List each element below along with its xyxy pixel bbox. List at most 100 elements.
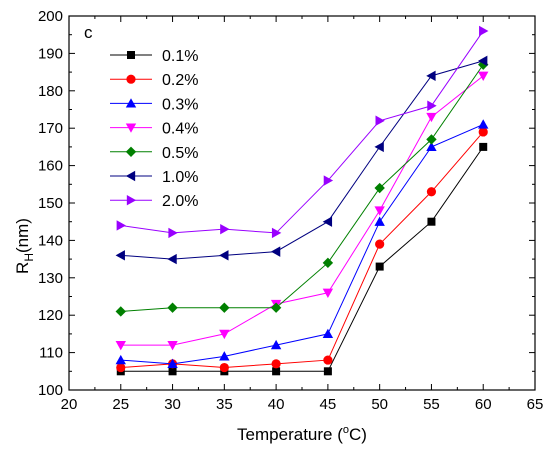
series-line xyxy=(120,131,484,369)
data-point xyxy=(270,246,281,257)
x-tick-label: 55 xyxy=(423,396,440,413)
series-line xyxy=(120,146,484,372)
data-point xyxy=(270,302,282,313)
data-point xyxy=(374,216,385,226)
legend-marker xyxy=(125,170,136,182)
legend-label: 2.0% xyxy=(162,193,198,210)
y-axis-title: RH(nm) xyxy=(13,218,36,274)
data-point xyxy=(323,355,333,365)
data-point xyxy=(219,329,230,340)
data-point xyxy=(322,288,334,298)
series-line xyxy=(120,75,484,346)
data-point xyxy=(270,339,282,350)
y-tick-label: 100 xyxy=(38,382,63,399)
y-tick-label: 170 xyxy=(38,120,63,137)
data-point xyxy=(479,142,488,151)
data-point xyxy=(478,119,489,129)
legend: 0.1% 0.2% 0.3% 0.4% 0.5% 1.0% 2.0% xyxy=(110,48,198,210)
data-point xyxy=(219,250,229,261)
x-tick-label: 20 xyxy=(61,396,78,413)
y-tick-label: 190 xyxy=(38,45,63,62)
series-1.0% xyxy=(115,55,488,265)
data-point xyxy=(115,306,126,317)
x-tick-label: 45 xyxy=(320,396,337,413)
data-point xyxy=(272,367,281,376)
data-point xyxy=(479,25,489,37)
series-layer xyxy=(115,25,489,376)
legend-entry: 0.1% xyxy=(110,48,198,65)
data-point xyxy=(426,70,436,82)
series-line xyxy=(120,30,484,234)
series-line xyxy=(120,124,484,365)
data-point xyxy=(426,187,437,197)
data-point xyxy=(115,250,125,261)
data-point xyxy=(115,340,126,351)
data-point xyxy=(116,220,126,231)
x-axis-title-text: Temperature ( xyxy=(237,425,343,444)
y-axis-title-sub: H xyxy=(22,253,36,262)
data-point xyxy=(219,362,229,373)
series-line xyxy=(120,60,484,260)
panel-label: c xyxy=(84,23,93,42)
data-point xyxy=(219,351,230,361)
x-tick-label: 50 xyxy=(371,396,388,413)
y-tick-label: 140 xyxy=(38,232,63,249)
legend-label: 0.1% xyxy=(162,48,198,65)
x-tick-label: 40 xyxy=(268,396,285,413)
legend-label: 1.0% xyxy=(162,169,198,186)
y-tick-label: 160 xyxy=(38,158,63,175)
y-tick-label: 200 xyxy=(38,8,63,25)
data-point xyxy=(374,206,385,216)
legend-marker xyxy=(125,123,137,133)
legend-entry: 0.4% xyxy=(110,121,198,138)
legend-label: 0.5% xyxy=(162,145,198,162)
legend-label: 0.4% xyxy=(162,121,198,138)
legend-marker xyxy=(125,146,137,157)
x-tick-label: 35 xyxy=(216,396,233,413)
legend-entry: 1.0% xyxy=(110,169,198,186)
data-point xyxy=(478,55,488,67)
data-point xyxy=(167,340,178,351)
y-tick-label: 120 xyxy=(38,307,63,324)
data-point xyxy=(219,302,230,313)
legend-label: 0.2% xyxy=(162,72,198,89)
data-point xyxy=(374,182,385,194)
data-point xyxy=(478,71,489,82)
data-point xyxy=(322,328,334,339)
series-0.3% xyxy=(115,119,489,368)
data-point xyxy=(374,141,384,153)
data-point xyxy=(426,134,437,145)
data-point xyxy=(167,302,178,313)
data-point xyxy=(168,227,178,239)
data-point xyxy=(168,367,177,376)
legend-marker xyxy=(126,74,136,84)
legend-label: 0.3% xyxy=(162,96,198,113)
data-point xyxy=(375,115,385,126)
x-tick-label: 25 xyxy=(112,396,129,413)
legend-marker xyxy=(127,51,135,59)
series-line xyxy=(120,64,484,312)
data-point xyxy=(323,367,332,376)
x-axis-title-unit: C) xyxy=(349,425,367,444)
data-point xyxy=(427,217,436,226)
legend-entry: 0.5% xyxy=(110,145,198,162)
series-0.4% xyxy=(115,71,489,351)
legend-marker xyxy=(125,98,137,108)
data-point xyxy=(322,216,333,227)
series-2.0% xyxy=(116,25,489,239)
legend-entry: 0.3% xyxy=(110,96,198,113)
data-point xyxy=(478,127,488,137)
data-point xyxy=(322,257,334,269)
data-point xyxy=(426,141,437,152)
y-tick-label: 130 xyxy=(38,270,63,287)
data-point xyxy=(323,175,334,186)
data-point xyxy=(220,223,230,235)
data-point xyxy=(116,362,126,373)
legend-entry: 2.0% xyxy=(110,193,198,210)
y-tick-label: 150 xyxy=(38,195,63,212)
y-tick-label: 110 xyxy=(39,345,63,362)
data-point xyxy=(167,358,178,368)
data-point xyxy=(115,354,126,365)
